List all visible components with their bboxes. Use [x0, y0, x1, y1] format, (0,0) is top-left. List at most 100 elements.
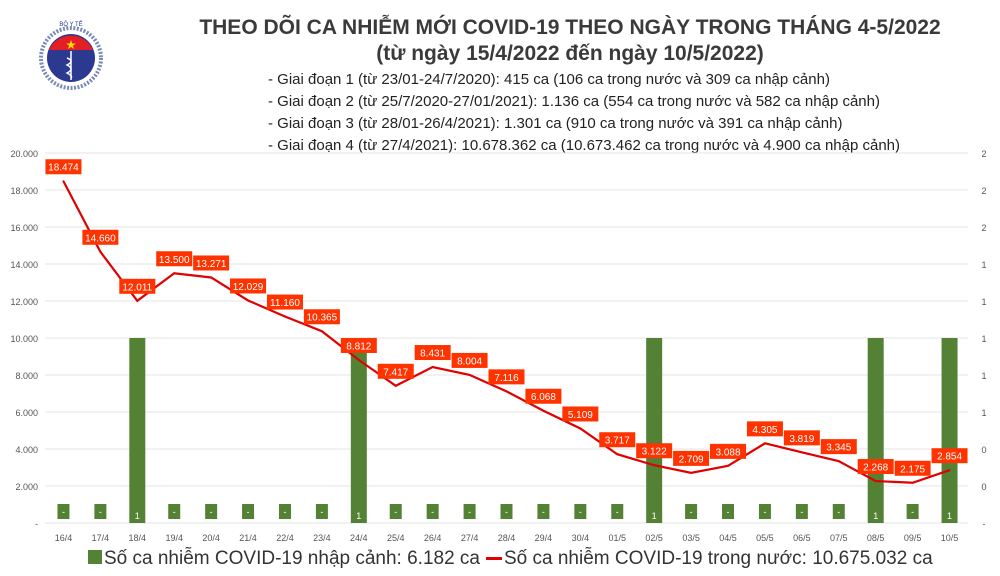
line-point: [653, 464, 656, 467]
data-label-box: [340, 337, 377, 353]
left-tick-label: 6.000: [15, 408, 38, 418]
x-tick-label: 16/4: [55, 533, 73, 543]
bar-imported: [722, 504, 735, 519]
right-tick-label: 1: [981, 371, 986, 381]
legend-domestic-label: Số ca nhiễm COVID-19 trong nước: 10.675.…: [504, 548, 933, 569]
left-tick-label: 14.000: [10, 260, 38, 270]
bar-imported: [646, 338, 663, 523]
bar-imported: [867, 338, 884, 523]
bar-imported: [57, 504, 70, 519]
right-tick-label: 0: [981, 445, 986, 455]
x-tick-label: 27/4: [461, 533, 479, 543]
line-point: [616, 453, 619, 456]
x-tick-label: 26/4: [424, 533, 442, 543]
legend-domestic: Số ca nhiễm COVID-19 trong nước: 10.675.…: [486, 548, 933, 570]
line-point: [210, 276, 213, 279]
data-label-box: [193, 255, 230, 271]
legend-line-swatch: [486, 557, 502, 561]
data-label: 14.660: [85, 233, 116, 244]
bar-label: -: [542, 507, 545, 517]
line-point: [727, 464, 730, 467]
bar-imported: [537, 504, 550, 519]
line-point: [579, 427, 582, 430]
bar-imported: [685, 504, 698, 519]
bar-imported: [906, 504, 919, 519]
x-tick-label: 21/4: [239, 533, 257, 543]
bar-label: -: [283, 507, 286, 517]
bar-imported: [500, 504, 513, 519]
data-label: 3.819: [789, 434, 814, 445]
bar-imported: [463, 504, 476, 519]
bar-imported: [168, 504, 181, 519]
line-point: [690, 471, 693, 474]
data-label: 8.431: [420, 349, 445, 360]
bar-imported: [205, 504, 218, 519]
bar-imported: [129, 338, 146, 523]
line-point: [911, 481, 914, 484]
bar-imported: [426, 504, 439, 519]
bar-imported: [315, 504, 328, 519]
data-label-box: [857, 459, 894, 475]
left-tick-label: 2.000: [15, 482, 38, 492]
bar-label: -: [431, 507, 434, 517]
line-point: [542, 409, 545, 412]
data-label: 13.271: [196, 259, 227, 270]
bar-label: 1: [947, 511, 952, 521]
data-label-box: [562, 406, 599, 422]
x-tick-label: 08/5: [867, 533, 885, 543]
bar-imported: [832, 504, 845, 519]
line-point: [136, 299, 139, 302]
bar-label: -: [210, 507, 213, 517]
data-label-box: [673, 450, 710, 466]
data-label: 10.365: [307, 313, 338, 324]
x-tick-label: 10/5: [941, 533, 959, 543]
legend-bar-swatch: [88, 550, 102, 564]
data-label: 7.116: [494, 373, 519, 384]
bar-label: -: [579, 507, 582, 517]
bar-label: -: [247, 507, 250, 517]
line-point: [948, 469, 951, 472]
bar-imported: [242, 504, 255, 519]
bar-label: -: [99, 507, 102, 517]
bar-label: 1: [652, 511, 657, 521]
line-point: [247, 299, 250, 302]
line-point: [800, 451, 803, 454]
bar-label: 1: [356, 511, 361, 521]
line-point: [173, 272, 176, 275]
legend-imported: Số ca nhiễm COVID-19 nhập cảnh: 6.182 ca: [88, 548, 480, 570]
right-tick-label: 0: [981, 482, 986, 492]
data-label: 3.717: [605, 436, 630, 447]
bar-label: -: [727, 507, 730, 517]
bar-imported: [278, 504, 291, 519]
data-label-box: [451, 352, 488, 368]
data-label: 2.854: [937, 452, 962, 463]
data-label-box: [266, 294, 303, 310]
data-label-box: [636, 443, 673, 459]
line-point: [874, 480, 877, 483]
bar-label: 1: [135, 511, 140, 521]
bar-imported: [574, 504, 587, 519]
x-tick-label: 05/5: [756, 533, 774, 543]
line-point: [763, 442, 766, 445]
left-tick-label: 10.000: [10, 334, 38, 344]
x-tick-label: 30/4: [572, 533, 590, 543]
bar-label: 1: [873, 511, 878, 521]
data-label-box: [156, 251, 193, 267]
x-tick-label: 02/5: [645, 533, 663, 543]
bar-label: -: [173, 507, 176, 517]
chart-title: THEO DÕI CA NHIỄM MỚI COVID-19 THEO NGÀY…: [199, 16, 941, 39]
data-label: 4.305: [752, 425, 777, 436]
line-point: [505, 390, 508, 393]
right-tick-label: 1: [981, 334, 986, 344]
bar-label: -: [911, 507, 914, 517]
data-label: 2.175: [900, 464, 925, 475]
right-tick-label: 2: [981, 223, 986, 233]
chart-subtitle: (từ ngày 15/4/2022 đến ngày 10/5/2022): [376, 42, 764, 65]
data-label-box: [45, 159, 82, 175]
data-label-box: [783, 430, 820, 446]
data-label-box: [746, 421, 783, 437]
right-tick-label: 1: [981, 260, 986, 270]
data-label-box: [377, 363, 414, 379]
bar-imported: [795, 504, 808, 519]
